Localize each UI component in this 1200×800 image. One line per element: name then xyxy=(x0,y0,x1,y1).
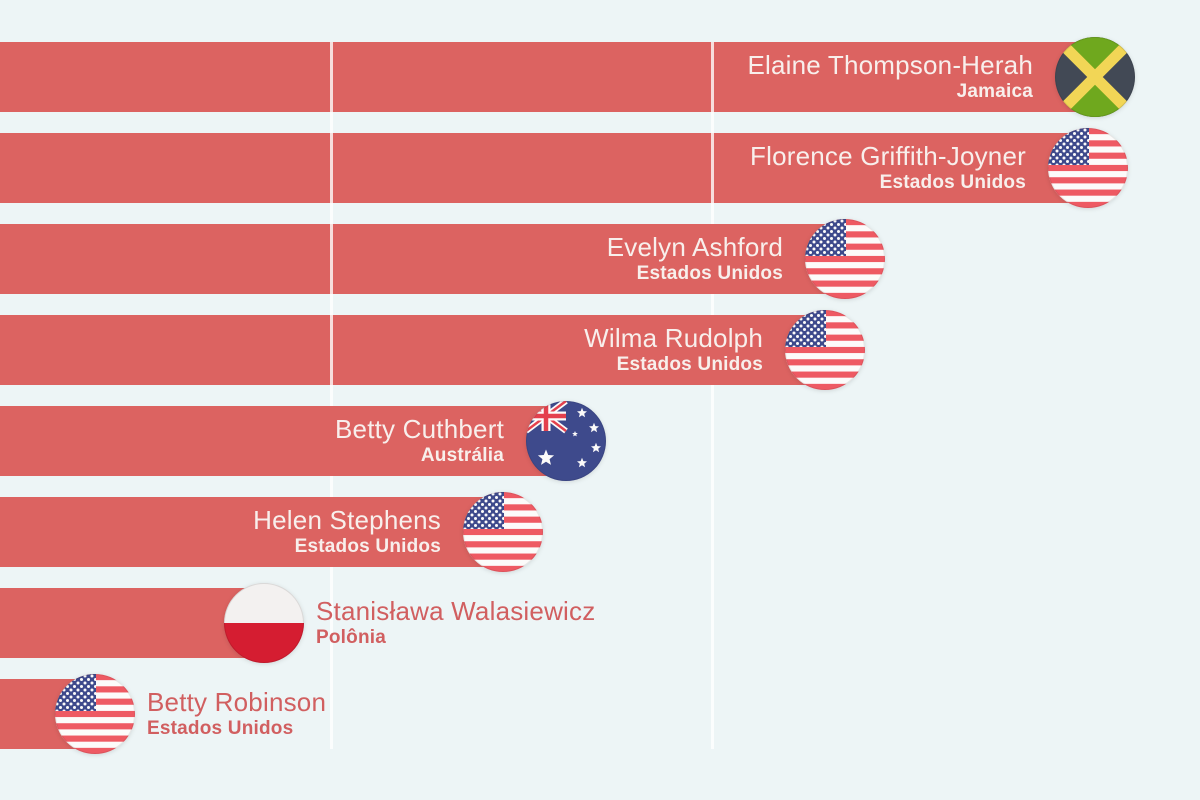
flag-usa-icon xyxy=(785,310,865,390)
flag-usa-icon xyxy=(1048,128,1128,208)
bar-row: Evelyn Ashford Estados Unidos xyxy=(0,219,1200,299)
flag-jamaica-icon xyxy=(1055,37,1135,117)
athlete-country: Jamaica xyxy=(956,81,1033,102)
athlete-name: Stanisława Walasiewicz xyxy=(316,596,596,626)
athlete-country: Polônia xyxy=(316,627,387,648)
athlete-country: Estados Unidos xyxy=(879,172,1026,193)
athlete-name: Florence Griffith-Joyner xyxy=(750,141,1026,171)
bar-label: Elaine Thompson-Herah Jamaica xyxy=(737,42,1043,112)
bar-label: Betty Robinson Estados Unidos xyxy=(147,679,326,749)
athlete-name: Evelyn Ashford xyxy=(606,232,783,262)
flag-usa-icon xyxy=(463,492,543,572)
athlete-name: Helen Stephens xyxy=(253,505,441,535)
flag-poland-icon xyxy=(224,583,304,663)
athlete-name: Elaine Thompson-Herah xyxy=(747,50,1033,80)
flag-usa-icon xyxy=(805,219,885,299)
bar-row: Stanisława Walasiewicz Polônia xyxy=(0,583,1200,663)
athlete-name: Wilma Rudolph xyxy=(584,323,763,353)
bar-row: Elaine Thompson-Herah Jamaica xyxy=(0,37,1200,117)
bar-label: Florence Griffith-Joyner Estados Unidos xyxy=(740,133,1036,203)
bar-row: Betty Robinson Estados Unidos xyxy=(0,674,1200,754)
bar-row: Florence Griffith-Joyner Estados Unidos xyxy=(0,128,1200,208)
bar-row: Helen Stephens Estados Unidos xyxy=(0,492,1200,572)
athlete-country: Estados Unidos xyxy=(636,263,783,284)
athlete-country: Estados Unidos xyxy=(147,718,294,739)
bar-label: Betty Cuthbert Austrália xyxy=(325,406,514,476)
bar-label: Helen Stephens Estados Unidos xyxy=(243,497,451,567)
athlete-name: Betty Cuthbert xyxy=(335,414,504,444)
flag-australia-icon xyxy=(526,401,606,481)
athlete-bar[interactable] xyxy=(0,588,264,658)
gridline-2 xyxy=(711,42,714,749)
athlete-country: Estados Unidos xyxy=(616,354,763,375)
athlete-country: Estados Unidos xyxy=(294,536,441,557)
bar-label: Evelyn Ashford Estados Unidos xyxy=(596,224,793,294)
gridline-1 xyxy=(330,42,333,749)
bar-row: Betty Cuthbert Austrália xyxy=(0,401,1200,481)
flag-usa-icon xyxy=(55,674,135,754)
bar-row: Wilma Rudolph Estados Unidos xyxy=(0,310,1200,390)
athlete-country: Austrália xyxy=(420,445,504,466)
bar-label: Wilma Rudolph Estados Unidos xyxy=(574,315,773,385)
bar-label: Stanisława Walasiewicz Polônia xyxy=(316,588,595,658)
athlete-name: Betty Robinson xyxy=(147,687,327,717)
